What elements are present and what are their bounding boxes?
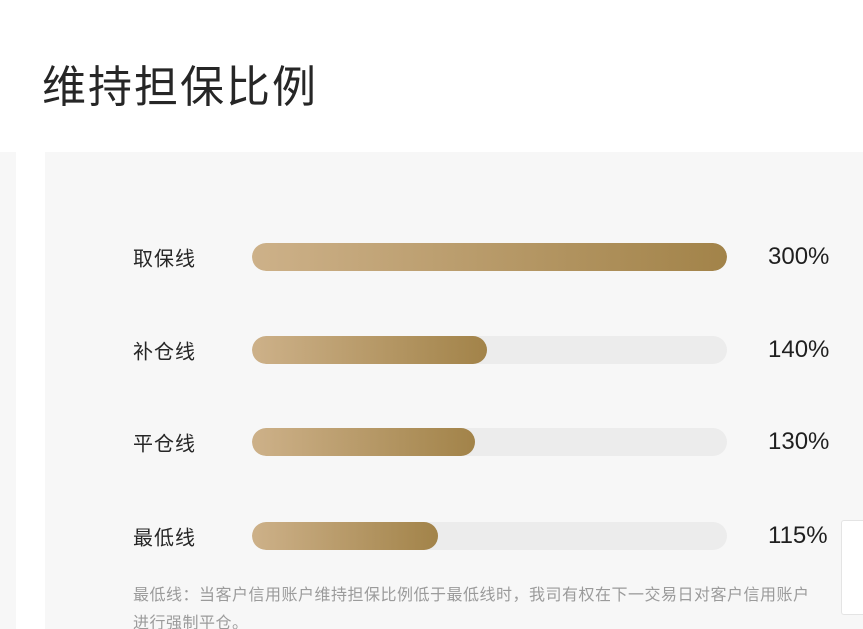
left-panel-edge [0, 152, 16, 629]
ratio-value: 140% [768, 336, 830, 363]
ratio-bar-fill [252, 336, 488, 364]
ratio-value: 115% [768, 522, 828, 549]
page-title: 维持担保比例 [42, 63, 318, 113]
ratio-label: 最低线 [133, 527, 196, 550]
ratio-value: 300% [768, 243, 830, 270]
ratio-footnote: 最低线：当客户信用账户维持担保比例低于最低线时，我司有权在下一交易日对客户信用账… [133, 587, 810, 629]
floating-widget[interactable] [841, 520, 863, 615]
ratio-bar-track [252, 243, 727, 271]
ratio-label: 取保线 [133, 248, 196, 271]
ratio-bar-fill [252, 428, 476, 456]
ratio-bar-fill [252, 522, 439, 550]
ratio-label: 平仓线 [133, 433, 196, 456]
ratio-row: 平仓线 130% [45, 428, 863, 456]
ratio-row: 补仓线 140% [45, 336, 863, 364]
ratio-label: 补仓线 [133, 341, 196, 364]
ratio-chart-card: 取保线 300% 补仓线 140% 平仓线 130% 最低线 11 [45, 152, 863, 629]
ratio-bar-track [252, 522, 727, 550]
ratio-value: 130% [768, 428, 830, 455]
ratio-bar-fill [252, 243, 727, 271]
ratio-bar-track [252, 428, 727, 456]
ratio-row: 最低线 115% [45, 522, 863, 550]
ratio-bar-track [252, 336, 727, 364]
ratio-row: 取保线 300% [45, 243, 863, 271]
